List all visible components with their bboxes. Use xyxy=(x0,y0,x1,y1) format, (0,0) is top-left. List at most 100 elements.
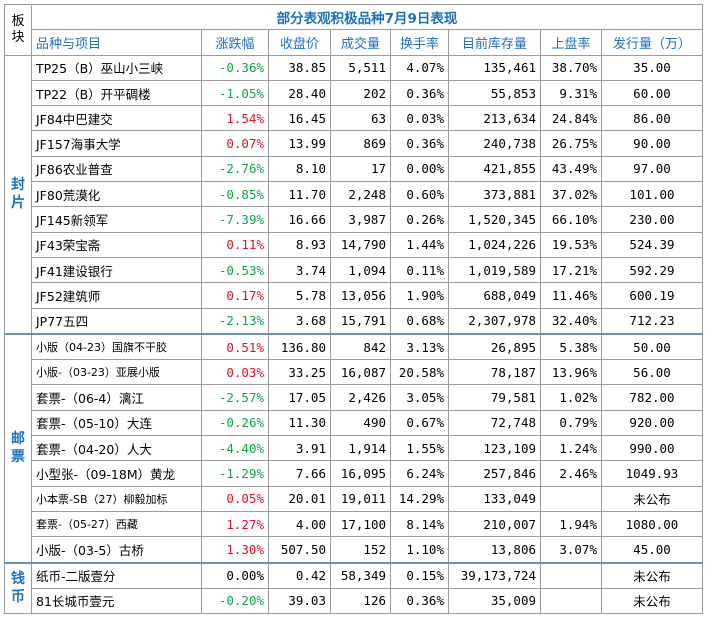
volume-value: 490 xyxy=(330,409,391,437)
stock-value: 240,738 xyxy=(448,130,541,157)
volume-value: 1,914 xyxy=(330,435,391,462)
item-name: JF41建设银行 xyxy=(31,256,202,284)
header-turnover: 换手率 xyxy=(390,29,449,56)
close-price: 39.03 xyxy=(268,587,331,615)
issue-value: 230.00 xyxy=(601,206,703,233)
listing-rate-value: 1.94% xyxy=(540,510,602,538)
issue-value: 592.29 xyxy=(601,256,703,284)
turnover-value: 14.29% xyxy=(390,485,449,512)
change-value: 1.27% xyxy=(201,510,269,538)
change-value: -0.53% xyxy=(201,256,269,284)
turnover-value: 0.00% xyxy=(390,155,449,183)
item-name: JF52建筑师 xyxy=(31,282,202,309)
volume-value: 202 xyxy=(330,79,391,107)
issue-value: 600.19 xyxy=(601,282,703,309)
stock-value: 133,049 xyxy=(448,485,541,512)
close-price: 4.00 xyxy=(268,510,331,538)
change-value: -1.05% xyxy=(201,79,269,107)
issue-value: 782.00 xyxy=(601,384,703,411)
change-value: 0.17% xyxy=(201,282,269,309)
listing-rate-value: 32.40% xyxy=(540,307,602,335)
issue-value: 1049.93 xyxy=(601,460,703,487)
issue-value: 56.00 xyxy=(601,359,703,386)
close-price: 11.70 xyxy=(268,181,331,208)
table-row: 套票-（05-27）西藏 1.27% 4.00 17,100 8.14% 210,007 1… xyxy=(5,510,703,538)
turnover-value: 0.36% xyxy=(390,130,449,157)
close-price: 11.30 xyxy=(268,409,331,437)
header-issue: 发行量（万） xyxy=(601,29,703,56)
change-value: -0.85% xyxy=(201,181,269,208)
item-name: 小型张-（09-18M）黄龙 xyxy=(31,460,202,487)
change-value: -7.39% xyxy=(201,206,269,233)
section-qianbi: 钱币 xyxy=(4,561,32,615)
volume-value: 13,056 xyxy=(330,282,391,309)
stock-value: 213,634 xyxy=(448,105,541,132)
turnover-value: 1.10% xyxy=(390,536,449,564)
listing-rate-value: 38.70% xyxy=(540,54,602,81)
header-close: 收盘价 xyxy=(268,29,331,56)
close-price: 3.74 xyxy=(268,256,331,284)
table-row: 钱币 纸币-二版壹分 0.00% 0.42 58,349 0.15% 39,173,724 未… xyxy=(4,561,703,615)
section-youpiao: 邮票 xyxy=(4,332,32,564)
turnover-value: 1.90% xyxy=(390,282,449,309)
item-name: JF86农业普查 xyxy=(31,155,202,183)
table-row: JF52建筑师 0.17% 5.78 13,056 1.90% 688,049 11.46%… xyxy=(5,282,703,309)
item-name: 套票-（05-10）大连 xyxy=(31,409,202,437)
listing-rate-value: 2.46% xyxy=(540,460,602,487)
issue-value: 未公布 xyxy=(601,587,703,615)
listing-rate-value xyxy=(540,485,602,512)
header-item: 品种与项目 xyxy=(31,29,202,56)
turnover-value: 0.36% xyxy=(390,587,449,615)
stock-value: 210,007 xyxy=(448,510,541,538)
stock-value: 1,019,589 xyxy=(448,256,541,284)
close-price: 20.01 xyxy=(268,485,331,512)
table-row: 小版-（03-23）亚展小版 0.03% 33.25 16,087 20.58% 78,1… xyxy=(5,359,703,386)
change-value: -2.76% xyxy=(201,155,269,183)
table-title: 部分表观积极品种7月9日表现 xyxy=(31,3,703,31)
listing-rate-value: 24.84% xyxy=(540,105,602,132)
issue-value: 未公布 xyxy=(601,485,703,512)
item-name: JP77五四 xyxy=(31,307,202,335)
volume-value: 1,094 xyxy=(330,256,391,284)
close-price: 8.93 xyxy=(268,231,331,258)
change-value: 1.54% xyxy=(201,105,269,132)
item-name: 套票-（04-20）人大 xyxy=(31,435,202,462)
change-value: -0.26% xyxy=(201,409,269,437)
change-value: 0.51% xyxy=(201,332,269,361)
turnover-value: 8.14% xyxy=(390,510,449,538)
item-name: TP25（B）巫山小三峡 xyxy=(31,54,202,81)
stock-value: 257,846 xyxy=(448,460,541,487)
change-value: 0.05% xyxy=(201,485,269,512)
change-value: -0.36% xyxy=(201,54,269,81)
table-row: JF84中巴建交 1.54% 16.45 63 0.03% 213,634 24.84% 86… xyxy=(5,105,703,132)
change-value: 0.07% xyxy=(201,130,269,157)
listing-rate-value: 5.38% xyxy=(540,332,602,361)
close-price: 136.80 xyxy=(268,332,331,361)
turnover-value: 0.03% xyxy=(390,105,449,132)
issue-value: 未公布 xyxy=(601,561,703,589)
turnover-value: 3.13% xyxy=(390,332,449,361)
table-row: 套票-（04-20）人大 -4.40% 3.91 1,914 1.55% 123,109 1… xyxy=(5,435,703,462)
listing-rate-value: 19.53% xyxy=(540,231,602,258)
header-listing-rate: 上盘率 xyxy=(540,29,602,56)
header-change: 涨跌幅 xyxy=(201,29,269,56)
turnover-value: 0.60% xyxy=(390,181,449,208)
turnover-value: 20.58% xyxy=(390,359,449,386)
issue-value: 60.00 xyxy=(601,79,703,107)
table-row: JF43荣宝斋 0.11% 8.93 14,790 1.44% 1,024,226 19.5… xyxy=(5,231,703,258)
close-price: 16.45 xyxy=(268,105,331,132)
item-name: JF145新领军 xyxy=(31,206,202,233)
table-row: 套票-（06-4）漓江 -2.57% 17.05 2,426 3.05% 79,581 1.… xyxy=(5,384,703,411)
issue-value: 524.39 xyxy=(601,231,703,258)
listing-rate-value: 66.10% xyxy=(540,206,602,233)
table-row: 套票-（05-10）大连 -0.26% 11.30 490 0.67% 72,748 0.7… xyxy=(5,409,703,437)
volume-value: 17,100 xyxy=(330,510,391,538)
item-name: JF84中巴建交 xyxy=(31,105,202,132)
volume-value: 869 xyxy=(330,130,391,157)
close-price: 17.05 xyxy=(268,384,331,411)
stock-value: 26,895 xyxy=(448,332,541,361)
close-price: 13.99 xyxy=(268,130,331,157)
listing-rate-value: 1.24% xyxy=(540,435,602,462)
turnover-value: 4.07% xyxy=(390,54,449,81)
change-value: -1.29% xyxy=(201,460,269,487)
